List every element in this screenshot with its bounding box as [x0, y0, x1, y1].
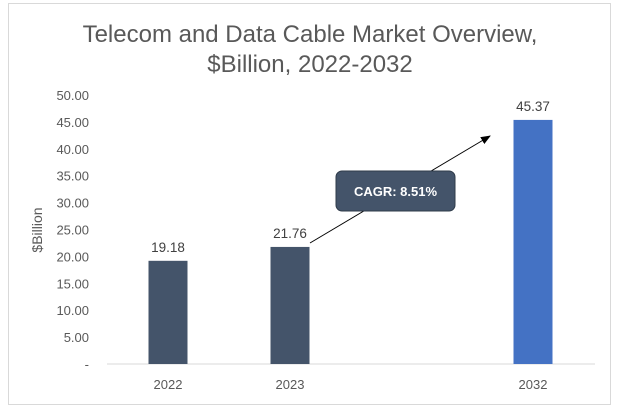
y-tick-label: 10.00	[56, 303, 89, 318]
data-label-2022: 19.18	[151, 240, 185, 255]
x-tick-label-2022: 2022	[154, 377, 183, 392]
bar-2032	[513, 119, 553, 365]
y-tick-label: -	[85, 357, 89, 372]
y-tick-label: 40.00	[56, 142, 89, 157]
y-tick-label: 25.00	[56, 223, 89, 238]
x-tick-label-2032: 2032	[519, 377, 548, 392]
bar-2023	[270, 246, 310, 364]
y-tick-label: 5.00	[64, 330, 89, 345]
x-tick-label-2023: 2023	[276, 377, 305, 392]
chart-frame	[8, 3, 611, 405]
y-tick-label: 20.00	[56, 249, 89, 264]
y-tick-label: 35.00	[56, 169, 89, 184]
y-tick-label: 30.00	[56, 196, 89, 211]
y-tick-label: 50.00	[56, 88, 89, 103]
data-label-2032: 45.37	[516, 99, 550, 114]
y-tick-label: 45.00	[56, 115, 89, 130]
chart-title-line-2: $Billion, 2022-2032	[207, 51, 413, 78]
chart-title-line-1: Telecom and Data Cable Market Overview,	[83, 21, 538, 48]
cagr-callout-text: CAGR: 8.51%	[354, 184, 438, 199]
y-tick-label: 15.00	[56, 276, 89, 291]
bar-2022	[148, 260, 188, 364]
y-axis-label: $Billion	[29, 207, 45, 252]
data-label-2023: 21.76	[273, 226, 307, 241]
cagr-callout-box	[335, 170, 456, 212]
